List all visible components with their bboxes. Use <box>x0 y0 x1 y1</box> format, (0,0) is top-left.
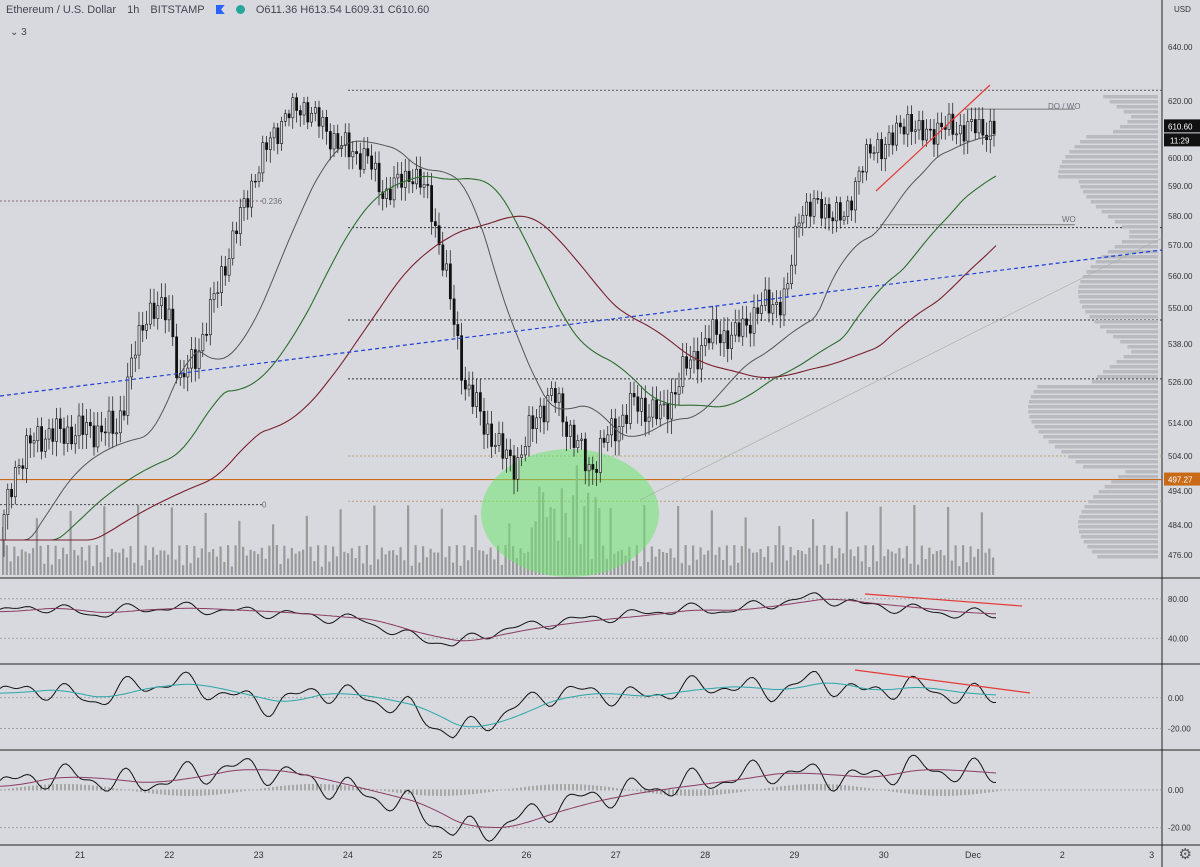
y-tick-label-2: 494.00 <box>1168 487 1193 496</box>
pane1-tick-0: 0.00 <box>1168 694 1184 703</box>
x-tick-label-12: 3 <box>1149 850 1154 860</box>
x-tick-label-0: 21 <box>75 850 85 860</box>
symbol-title[interactable]: Ethereum / U.S. Dollar <box>6 4 117 16</box>
y-tick-label-15: 640.00 <box>1168 43 1193 52</box>
y-tick-label-10: 580.00 <box>1168 212 1193 221</box>
pane2-signal-line <box>0 769 997 828</box>
y-tick-label-11: 590.00 <box>1168 182 1193 191</box>
pane0-tick-1: 80.00 <box>1168 595 1189 604</box>
pane1-signal-line <box>0 682 997 728</box>
x-tick-label-2: 23 <box>254 850 264 860</box>
x-tick-label-4: 25 <box>432 850 442 860</box>
ma-fast-line <box>0 134 997 541</box>
pane2-tick-0: 0.00 <box>1168 786 1184 795</box>
x-tick-label-10: Dec <box>965 850 982 860</box>
blue-trendline <box>0 249 1163 397</box>
y-tick-label-3: 504.00 <box>1168 452 1193 461</box>
level-label-3: WO <box>1062 215 1076 224</box>
support-trendline <box>639 237 1163 501</box>
pane0-signal-line <box>0 598 997 642</box>
hline-price-text: 497.27 <box>1168 476 1193 485</box>
countdown-text: 11:29 <box>1170 136 1190 145</box>
x-tick-label-6: 27 <box>611 850 621 860</box>
x-tick-label-3: 24 <box>343 850 353 860</box>
y-tick-label-0: 476.00 <box>1168 551 1193 560</box>
last-price-text: 610.60 <box>1168 122 1193 131</box>
level-label-1: 0 <box>262 501 267 510</box>
flag-icon[interactable] <box>215 5 225 14</box>
pane2-main-line <box>0 754 997 842</box>
y-tick-label-8: 560.00 <box>1168 272 1193 281</box>
y-tick-label-12: 600.00 <box>1168 154 1193 163</box>
pane1-tick-1: -20.00 <box>1168 725 1191 734</box>
last-price-badge <box>1164 119 1200 133</box>
x-tick-label-9: 30 <box>879 850 889 860</box>
y-tick-label-7: 550.00 <box>1168 304 1193 313</box>
hline-price-badge <box>1164 472 1200 486</box>
level-label-0: 0.236 <box>262 197 283 206</box>
y-tick-label-6: 538.00 <box>1168 340 1193 349</box>
divergence-line-price <box>875 84 991 192</box>
settings-gear-icon[interactable]: ⚙ <box>1178 846 1192 863</box>
price-unit-label: USD <box>1174 5 1191 14</box>
y-tick-label-14: 620.00 <box>1168 97 1193 106</box>
y-tick-label-5: 526.00 <box>1168 378 1193 387</box>
divergence-line-momentum <box>854 669 1031 694</box>
x-tick-label-5: 26 <box>521 850 531 860</box>
x-tick-label-11: 2 <box>1060 850 1065 860</box>
indicator-collapse-toggle[interactable]: ⌄ 3 <box>10 27 27 38</box>
x-tick-label-1: 22 <box>164 850 174 860</box>
x-tick-label-7: 28 <box>700 850 710 860</box>
level-label-2: DO / WO <box>1048 102 1080 111</box>
market-status-icon <box>235 5 245 14</box>
countdown-badge <box>1164 133 1200 147</box>
exchange-label: BITSTAMP <box>150 4 205 16</box>
y-tick-label-1: 484.00 <box>1168 521 1193 530</box>
x-tick-label-8: 29 <box>789 850 799 860</box>
divergence-line-rsi <box>864 593 1023 607</box>
ma-mid-line <box>0 175 997 541</box>
ma-slow-line <box>0 215 997 541</box>
pane0-main-line <box>0 592 996 647</box>
pane0-tick-0: 40.00 <box>1168 634 1189 643</box>
y-tick-label-9: 570.00 <box>1168 241 1193 250</box>
candles-group <box>2 92 996 557</box>
pane2-tick-1: -20.00 <box>1168 824 1191 833</box>
ohlc-values: O611.36 H613.54 L609.31 C610.60 <box>255 4 430 16</box>
interval-label[interactable]: 1h <box>127 4 140 16</box>
highlight-ellipse <box>481 449 659 577</box>
pane1-main-line <box>0 670 996 739</box>
legend-header: Ethereum / U.S. Dollar 1h BITSTAMP O611.… <box>6 4 437 16</box>
y-tick-label-4: 514.00 <box>1168 419 1193 428</box>
